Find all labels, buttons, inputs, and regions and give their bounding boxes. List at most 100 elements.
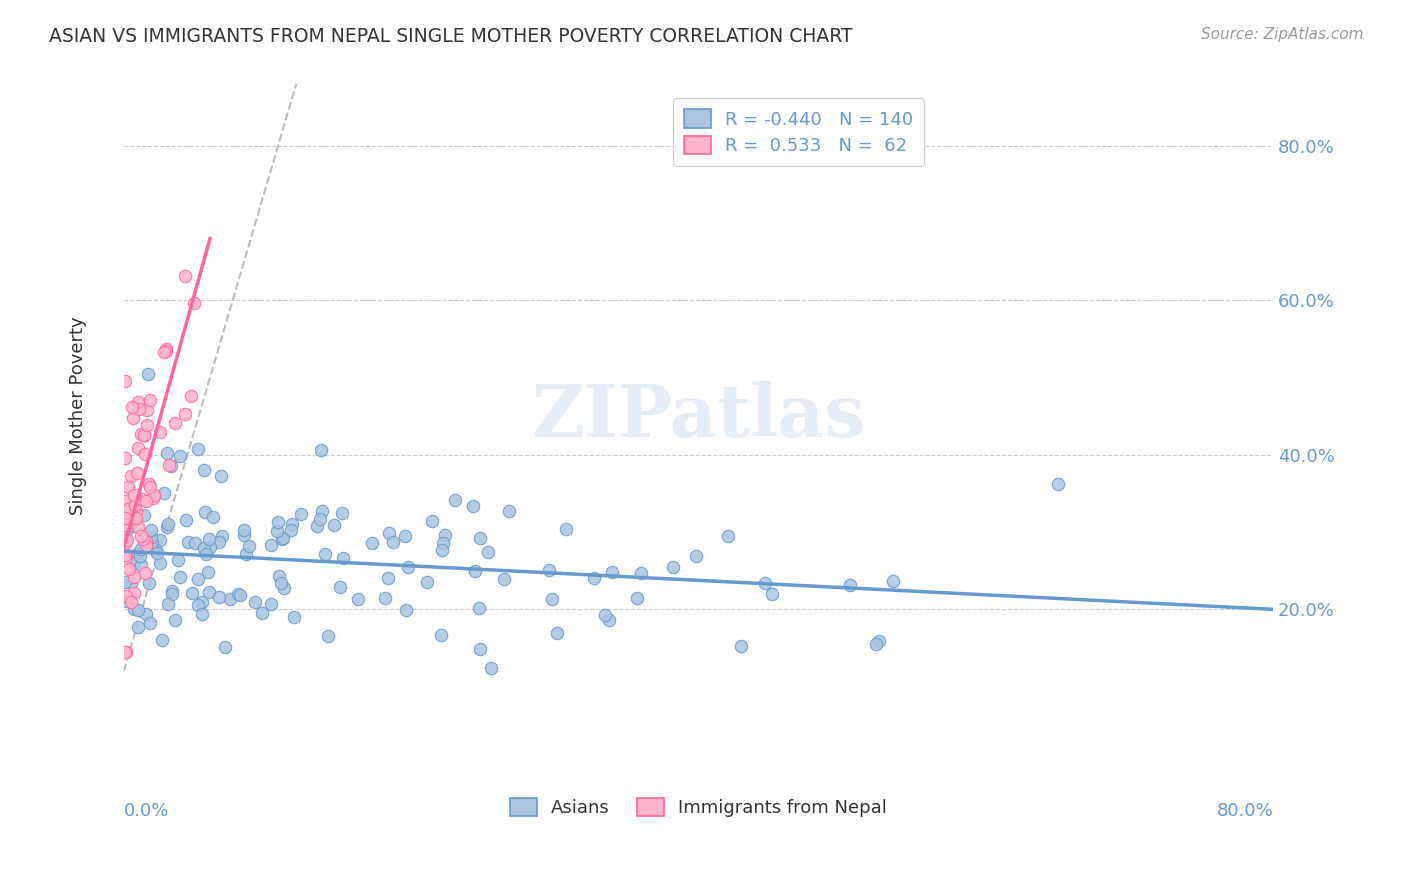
Immigrants from Nepal [124,570,146,584]
Immigrants from Nepal [117,480,139,494]
Text: 0.0%: 0.0% [124,802,169,820]
Asians [290,507,312,521]
Asians [498,503,520,517]
Immigrants from Nepal [124,498,146,512]
Immigrants from Nepal [131,492,153,507]
Asians [662,560,685,574]
Asians [129,558,152,572]
Asians [129,549,152,563]
Asians [127,603,149,617]
Asians [432,535,454,549]
Asians [209,468,232,483]
Immigrants from Nepal [134,566,156,580]
Asians [208,590,231,604]
Asians [138,368,160,382]
Asians [232,523,254,537]
Asians [396,559,419,574]
Asians [150,633,173,648]
Immigrants from Nepal [114,517,136,532]
Asians [139,616,162,631]
Asians [160,583,183,598]
Asians [374,591,396,606]
Asians [187,573,209,587]
Asians [307,519,329,533]
Asians [243,595,266,609]
Asians [394,529,416,543]
Asians [197,565,219,579]
Asians [267,515,290,529]
Immigrants from Nepal [135,493,157,508]
Immigrants from Nepal [143,487,166,501]
Asians [211,528,233,542]
Asians [187,442,209,456]
Asians [235,548,257,562]
Asians [238,539,260,553]
Asians [250,606,273,620]
Immigrants from Nepal [155,343,177,357]
Asians [200,540,222,554]
Immigrants from Nepal [114,374,136,388]
Asians [145,546,167,560]
Asians [382,535,405,549]
Asians [468,600,491,615]
Asians [169,449,191,463]
Immigrants from Nepal [136,417,159,432]
Immigrants from Nepal [118,511,141,525]
Asians [153,486,176,500]
Asians [141,534,163,549]
Immigrants from Nepal [136,402,159,417]
Immigrants from Nepal [163,416,186,430]
Immigrants from Nepal [173,269,195,284]
Asians [377,571,399,585]
Asians [420,514,443,528]
Asians [260,538,283,552]
Immigrants from Nepal [134,427,156,442]
Asians [271,531,294,545]
Asians [868,634,890,648]
Immigrants from Nepal [129,426,152,441]
Asians [218,592,240,607]
Immigrants from Nepal [114,493,136,508]
Asians [129,541,152,556]
Asians [177,534,200,549]
Asians [165,613,187,627]
Immigrants from Nepal [114,511,136,525]
Asians [193,463,215,477]
Asians [197,584,219,599]
Asians [311,504,333,518]
Immigrants from Nepal [125,511,148,525]
Immigrants from Nepal [122,585,145,599]
Asians [114,594,136,608]
Asians [468,641,491,656]
Asians [761,586,783,600]
Immigrants from Nepal [115,589,138,603]
Asians [157,597,180,611]
Asians [226,587,249,601]
Asians [598,613,620,627]
Immigrants from Nepal [138,477,160,491]
Immigrants from Nepal [134,447,156,461]
Immigrants from Nepal [127,395,149,409]
Asians [149,533,172,547]
Asians [468,531,491,545]
Asians [138,576,160,591]
Asians [280,524,302,538]
Immigrants from Nepal [183,295,205,310]
Asians [839,578,862,592]
Asians [156,520,179,534]
Asians [259,597,281,611]
Immigrants from Nepal [122,411,145,425]
Asians [118,521,141,535]
Immigrants from Nepal [115,645,138,659]
Asians [361,536,384,550]
Asians [309,512,332,526]
Immigrants from Nepal [117,502,139,516]
Asians [159,459,181,474]
Legend: Asians, Immigrants from Nepal: Asians, Immigrants from Nepal [502,790,894,824]
Immigrants from Nepal [120,469,142,483]
Asians [685,549,707,563]
Immigrants from Nepal [125,466,148,480]
Asians [461,499,484,513]
Asians [167,553,190,567]
Immigrants from Nepal [115,548,138,562]
